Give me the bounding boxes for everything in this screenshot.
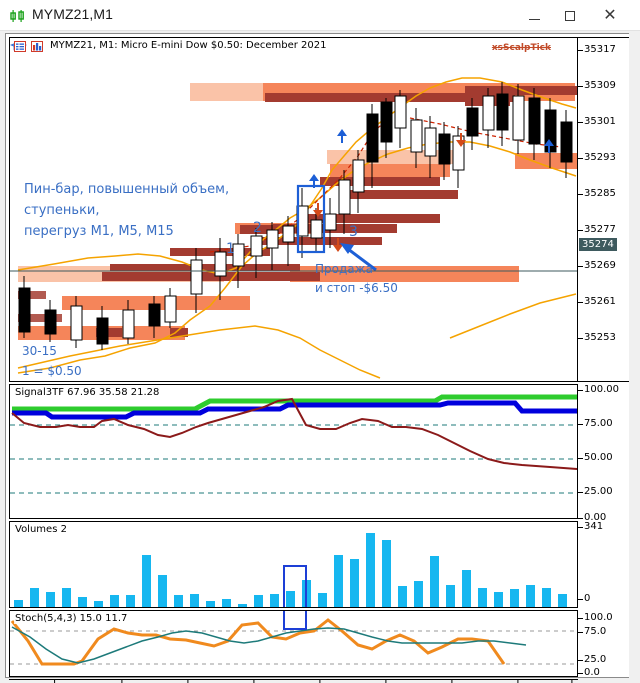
close-button[interactable]: ✕	[592, 0, 628, 31]
price-tick: 35301	[578, 116, 616, 127]
signal-green-line	[12, 394, 577, 412]
volumes-pane[interactable]: Volumes 2	[9, 521, 578, 608]
volume-bars	[14, 533, 567, 607]
annotation-step-3: 3	[349, 224, 358, 240]
stoch-tick: 100.0	[578, 612, 613, 623]
signal-darkred-line	[11, 397, 577, 470]
price-tick: 35253	[578, 332, 616, 343]
stochastic-axis[interactable]: 100.0 75.0 25.0 0.0	[577, 610, 632, 678]
candlestick-icon	[10, 10, 24, 22]
highlight-rect-stoch	[283, 611, 307, 630]
watermark-label: xsScalpTick	[491, 43, 551, 53]
price-tick: 35277	[578, 224, 616, 235]
stoch-tick: 25.0	[577, 654, 607, 665]
signal-tick: 100.00	[578, 384, 619, 395]
price-axis[interactable]: 35317 35309 35301 35293 35285 35277 3527…	[578, 37, 632, 382]
data-window-icon[interactable]	[14, 41, 26, 52]
stoch-tick: 75.0	[577, 626, 607, 637]
ma-branch-right	[449, 293, 577, 339]
annotation-pinbar-line1: Пин-бар, повышенный объем,	[24, 182, 230, 197]
stoch-k-line	[10, 618, 506, 666]
signal3tf-label: Signal3TF 67.96 35.58 21.28	[14, 387, 161, 398]
stoch-d-line	[11, 626, 527, 664]
annotation-sell-line2: и стоп -$6.50	[315, 281, 398, 295]
signal-tick: 50.00	[578, 452, 613, 463]
stochastic-label: Stoch(5,4,3) 15.0 11.7	[14, 613, 129, 624]
annotation-pinbar-line3: перегруз M1, M5, M15	[24, 224, 174, 239]
chart-header: MYMZ21, M1: Micro E-mini Dow $0.50: Dece…	[10, 38, 577, 55]
minimize-icon	[528, 18, 540, 20]
highlight-rect-volume	[283, 565, 307, 607]
signal-blue-line	[12, 400, 577, 420]
annotation-pinbar-line2: ступеньки,	[24, 203, 100, 218]
minimize-button[interactable]	[516, 0, 552, 31]
volumes-axis[interactable]: 341 0	[577, 521, 632, 608]
price-cursor-value: 35274	[579, 238, 617, 251]
price-tick: 35309	[578, 80, 616, 91]
price-tick: 35293	[578, 152, 616, 163]
stoch-tick: 0.0	[578, 667, 600, 678]
window-title-bar: MYMZ21,M1 ✕	[0, 0, 640, 31]
ma-branch-line	[17, 325, 381, 379]
time-axis[interactable]: 19 Oct 2021 19 Oct 10:36 19 Oct 10:40 19…	[9, 679, 578, 683]
candlesticks	[18, 82, 573, 350]
volume-tick-min: 0	[577, 593, 591, 604]
price-tick: 35261	[578, 296, 616, 307]
volumes-label: Volumes 2	[14, 524, 68, 535]
chart-container: MYMZ21, M1: Micro E-mini Dow $0.50: Dece…	[5, 33, 635, 683]
signal-tick: 25.00	[578, 486, 613, 497]
close-icon: ✕	[603, 6, 617, 24]
signal-arrows	[309, 129, 554, 252]
price-tick: 35269	[578, 260, 616, 271]
annotation-ratio: 30-15 1 = $0.50	[22, 341, 82, 381]
signal3tf-pane[interactable]: Signal3TF 67.96 35.58 21.28	[9, 384, 578, 519]
signal3tf-canvas	[10, 394, 577, 494]
annotation-step-1: 1	[226, 241, 235, 257]
annotation-pinbar: Пин-бар, повышенный объем, ступеньки, пе…	[24, 179, 229, 242]
price-pane[interactable]: MYMZ21, M1: Micro E-mini Dow $0.50: Dece…	[9, 37, 578, 382]
signal3tf-axis[interactable]: 100.00 75.00 50.00 25.00 0.00	[577, 384, 632, 523]
annotation-ratio-line1: 30-15	[22, 344, 57, 358]
price-tick: 35317	[578, 44, 616, 55]
price-tick: 35285	[578, 188, 616, 199]
volumes-canvas	[14, 533, 567, 607]
maximize-icon	[565, 10, 575, 21]
stochastic-pane[interactable]: Stoch(5,4,3) 15.0 11.7	[9, 610, 578, 677]
stochastic-canvas	[10, 611, 577, 666]
signal-tick: 0.00	[577, 512, 607, 523]
maximize-button[interactable]	[552, 0, 588, 31]
signal-tick: 75.00	[578, 418, 613, 429]
chart-icon[interactable]	[31, 41, 43, 52]
price-chart-canvas	[10, 77, 577, 379]
chart-header-text: MYMZ21, M1: Micro E-mini Dow $0.50: Dece…	[50, 40, 327, 51]
annotation-sell: Продажа и стоп -$6.50	[315, 260, 398, 298]
annotation-step-2: 2	[253, 220, 262, 236]
annotation-sell-line1: Продажа	[315, 262, 373, 276]
window-title: MYMZ21,M1	[32, 6, 114, 22]
annotation-ratio-line2: 1 = $0.50	[22, 364, 82, 378]
highlight-rect-pinbar	[296, 184, 326, 254]
sell-pointer-arrow	[340, 243, 377, 272]
volume-tick-max: 341	[577, 521, 604, 532]
